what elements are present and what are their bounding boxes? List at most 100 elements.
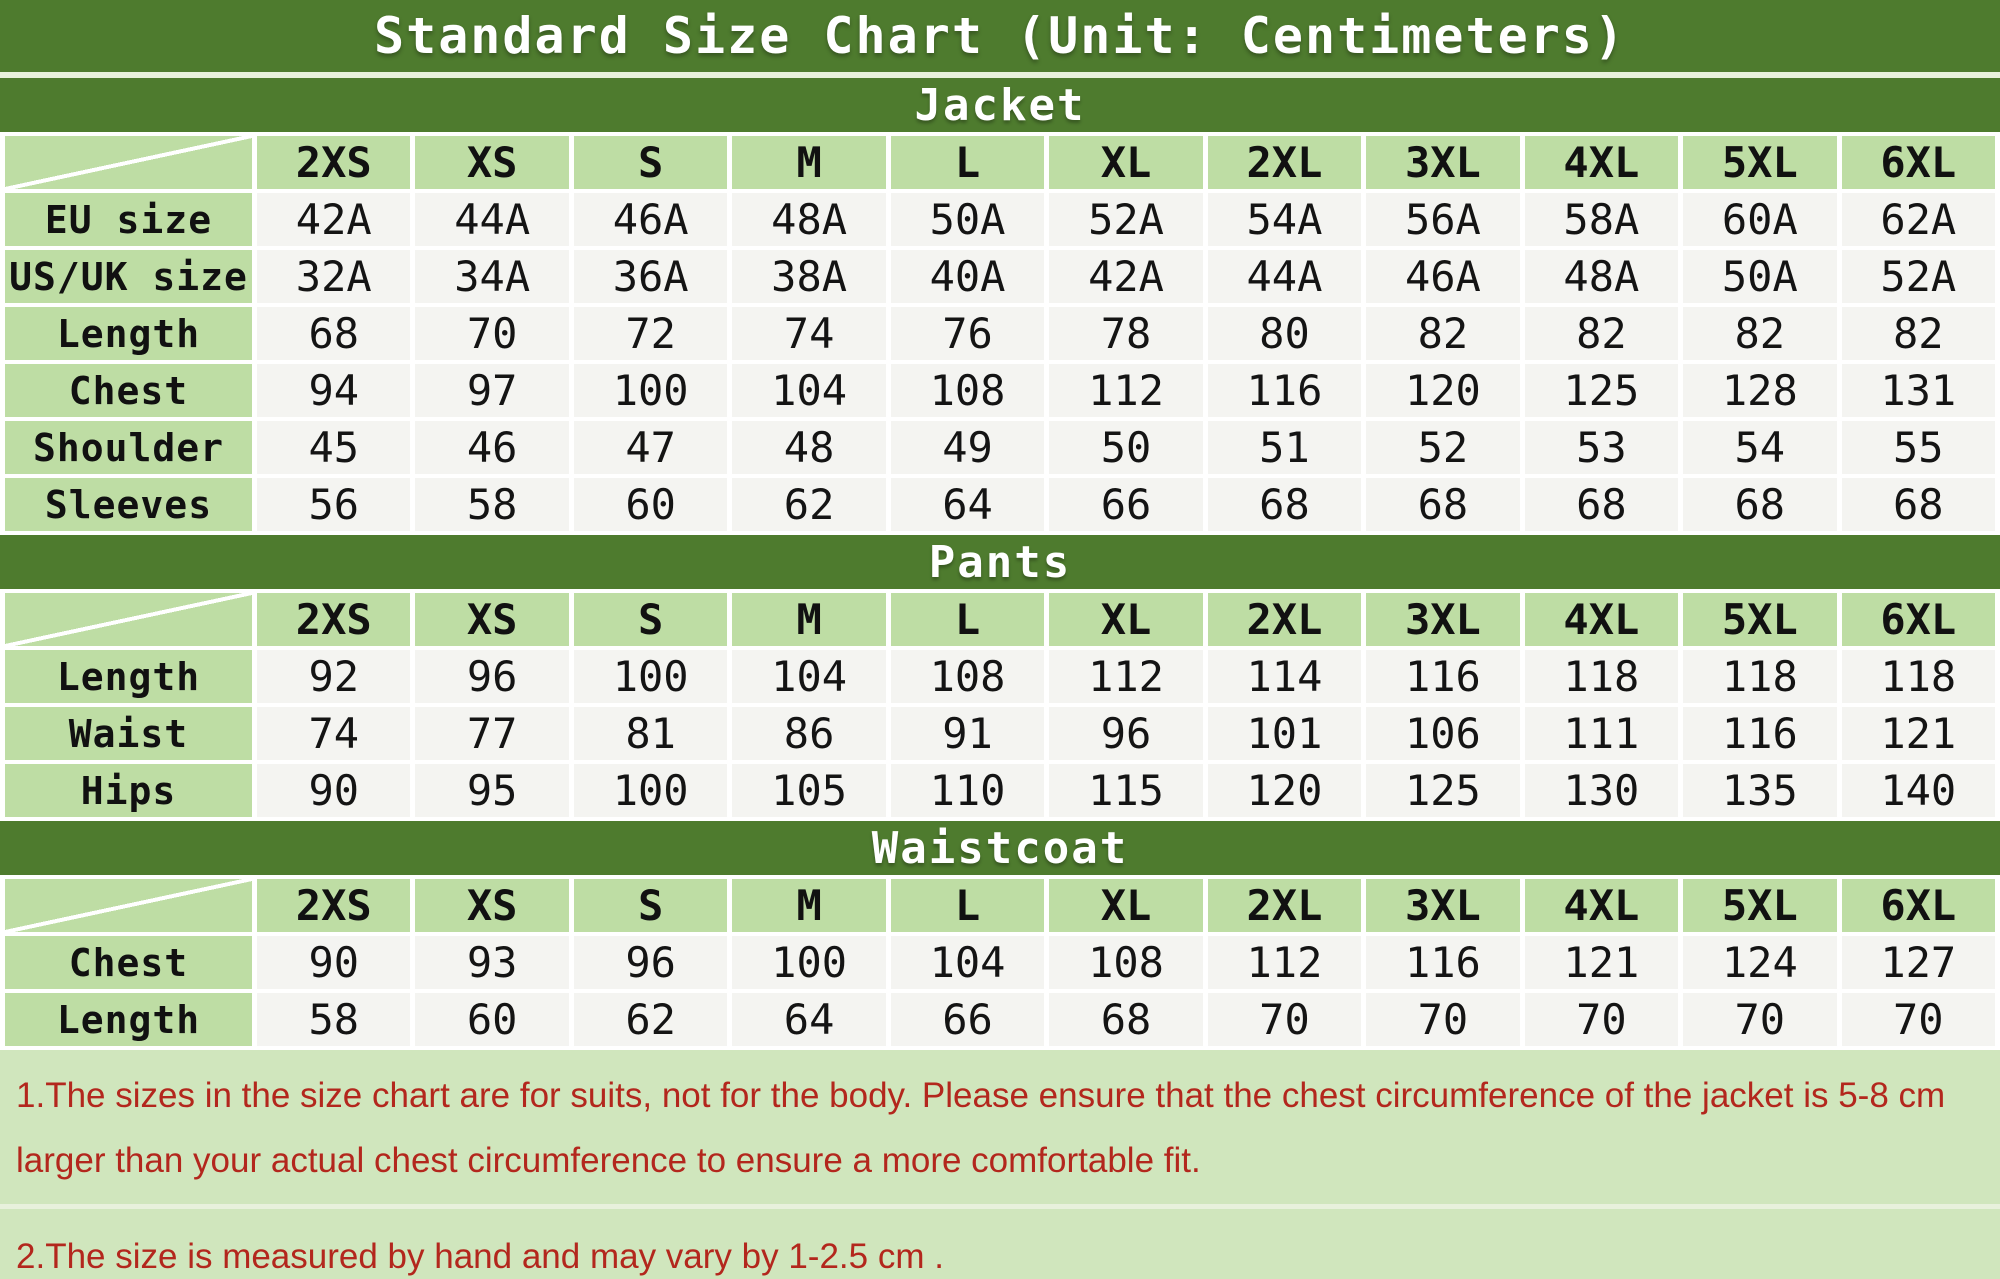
data-cell: 80	[1207, 307, 1362, 360]
data-cell: 78	[1049, 307, 1203, 360]
row-label-cell: Hips	[5, 764, 252, 817]
data-cell: 96	[415, 650, 569, 703]
section-jacket: Jacket 2XS XS S M L XL 2XL 3XL 4XL 5XL 6XL EU size 4…	[0, 78, 2000, 535]
data-cell: 82	[1524, 307, 1679, 360]
pants-section-bar: Pants	[0, 535, 2000, 589]
data-cell: 34A	[415, 250, 569, 303]
data-cell: 104	[732, 650, 886, 703]
data-cell: 48A	[732, 193, 886, 246]
size-header-cell: XS	[415, 593, 569, 646]
data-cell: 135	[1683, 764, 1837, 817]
row-label-cell: Sleeves	[5, 478, 252, 531]
data-cell: 40A	[890, 250, 1045, 303]
diagonal-header-cell	[5, 136, 252, 189]
data-cell: 62	[573, 993, 728, 1046]
data-cell: 58A	[1524, 193, 1679, 246]
size-header-cell: XS	[415, 136, 569, 189]
data-cell: 58	[415, 478, 569, 531]
data-cell: 130	[1524, 764, 1679, 817]
data-cell: 100	[573, 650, 728, 703]
data-cell: 95	[415, 764, 569, 817]
data-cell: 120	[1207, 764, 1362, 817]
size-header-cell: XS	[415, 879, 569, 932]
row-label-cell: Length	[5, 993, 252, 1046]
table-row: Length 92 96 100 104 108 112 114 116 118 118 118	[5, 650, 1995, 703]
data-cell: 55	[1841, 421, 1995, 474]
table-row: Length 58 60 62 64 66 68 70 70 70 70 70	[5, 993, 1995, 1046]
data-cell: 127	[1841, 936, 1995, 989]
data-cell: 100	[573, 364, 728, 417]
data-cell: 125	[1366, 764, 1520, 817]
table-row: Hips 90 95 100 105 110 115 120 125 130 135 140	[5, 764, 1995, 817]
data-cell: 48A	[1524, 250, 1679, 303]
size-header-cell: 3XL	[1366, 136, 1520, 189]
data-cell: 70	[1366, 993, 1520, 1046]
size-header-cell: 4XL	[1524, 136, 1679, 189]
data-cell: 68	[1524, 478, 1679, 531]
note-1: 1.The sizes in the size chart are for su…	[16, 1076, 1946, 1180]
data-cell: 53	[1524, 421, 1679, 474]
table-row: Chest 94 97 100 104 108 112 116 120 125 128 131	[5, 364, 1995, 417]
data-cell: 36A	[573, 250, 728, 303]
data-cell: 62	[732, 478, 886, 531]
data-cell: 96	[1049, 707, 1203, 760]
data-cell: 93	[415, 936, 569, 989]
size-header-cell: XL	[1049, 136, 1203, 189]
data-cell: 104	[732, 364, 886, 417]
note-2: 2.The size is measured by hand and may v…	[16, 1236, 944, 1276]
data-cell: 68	[257, 307, 411, 360]
size-header-cell: 4XL	[1524, 593, 1679, 646]
data-cell: 76	[890, 307, 1045, 360]
data-cell: 60A	[1683, 193, 1837, 246]
size-header-cell: 3XL	[1366, 593, 1520, 646]
size-header-cell: M	[732, 593, 886, 646]
data-cell: 77	[415, 707, 569, 760]
section-waistcoat: Waistcoat 2XS XS S M L XL 2XL 3XL 4XL 5XL 6XL Chest…	[0, 821, 2000, 1050]
diagonal-header-cell	[5, 879, 252, 932]
size-header-cell: 6XL	[1841, 136, 1995, 189]
data-cell: 121	[1841, 707, 1995, 760]
data-cell: 125	[1524, 364, 1679, 417]
data-cell: 52A	[1049, 193, 1203, 246]
size-header-cell: 6XL	[1841, 879, 1995, 932]
data-cell: 116	[1207, 364, 1362, 417]
data-cell: 101	[1207, 707, 1362, 760]
size-header-cell: 3XL	[1366, 879, 1520, 932]
data-cell: 60	[415, 993, 569, 1046]
size-header-cell: 2XS	[257, 136, 411, 189]
pants-section-title: Pants	[928, 536, 1072, 588]
data-cell: 72	[573, 307, 728, 360]
data-cell: 82	[1841, 307, 1995, 360]
data-cell: 91	[890, 707, 1045, 760]
row-label-cell: Chest	[5, 936, 252, 989]
page-title-bar: Standard Size Chart (Unit: Centimeters)	[0, 0, 2000, 72]
size-header-cell: 2XL	[1207, 593, 1362, 646]
jacket-table: 2XS XS S M L XL 2XL 3XL 4XL 5XL 6XL EU size 42A 44A 46…	[0, 132, 2000, 535]
data-cell: 50A	[1683, 250, 1837, 303]
row-label-cell: US/UK size	[5, 250, 252, 303]
data-cell: 60	[573, 478, 728, 531]
table-row: Shoulder 45 46 47 48 49 50 51 52 53 54 55	[5, 421, 1995, 474]
data-cell: 92	[257, 650, 411, 703]
size-header-cell: L	[890, 879, 1045, 932]
data-cell: 82	[1366, 307, 1520, 360]
size-header-row: 2XS XS S M L XL 2XL 3XL 4XL 5XL 6XL	[5, 593, 1995, 646]
data-cell: 68	[1841, 478, 1995, 531]
data-cell: 68	[1683, 478, 1837, 531]
data-cell: 118	[1841, 650, 1995, 703]
data-cell: 114	[1207, 650, 1362, 703]
data-cell: 52A	[1841, 250, 1995, 303]
size-header-cell: L	[890, 136, 1045, 189]
data-cell: 116	[1683, 707, 1837, 760]
data-cell: 50	[1049, 421, 1203, 474]
data-cell: 97	[415, 364, 569, 417]
size-header-cell: S	[573, 879, 728, 932]
data-cell: 118	[1683, 650, 1837, 703]
data-cell: 106	[1366, 707, 1520, 760]
data-cell: 96	[573, 936, 728, 989]
page-title: Standard Size Chart (Unit: Centimeters)	[374, 7, 1626, 65]
size-header-cell: 5XL	[1683, 879, 1837, 932]
data-cell: 108	[890, 364, 1045, 417]
waistcoat-section-bar: Waistcoat	[0, 821, 2000, 875]
data-cell: 54A	[1207, 193, 1362, 246]
